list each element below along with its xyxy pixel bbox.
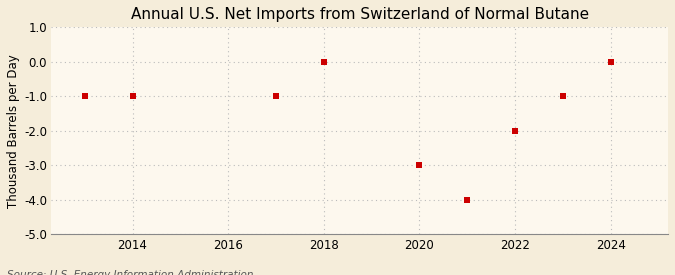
Title: Annual U.S. Net Imports from Switzerland of Normal Butane: Annual U.S. Net Imports from Switzerland… xyxy=(130,7,589,22)
Point xyxy=(319,60,329,64)
Point xyxy=(605,60,616,64)
Point xyxy=(414,163,425,167)
Point xyxy=(127,94,138,98)
Point xyxy=(510,129,520,133)
Point xyxy=(462,198,472,202)
Point xyxy=(271,94,281,98)
Text: Source: U.S. Energy Information Administration: Source: U.S. Energy Information Administ… xyxy=(7,271,253,275)
Y-axis label: Thousand Barrels per Day: Thousand Barrels per Day xyxy=(7,54,20,208)
Point xyxy=(558,94,568,98)
Point xyxy=(80,94,90,98)
